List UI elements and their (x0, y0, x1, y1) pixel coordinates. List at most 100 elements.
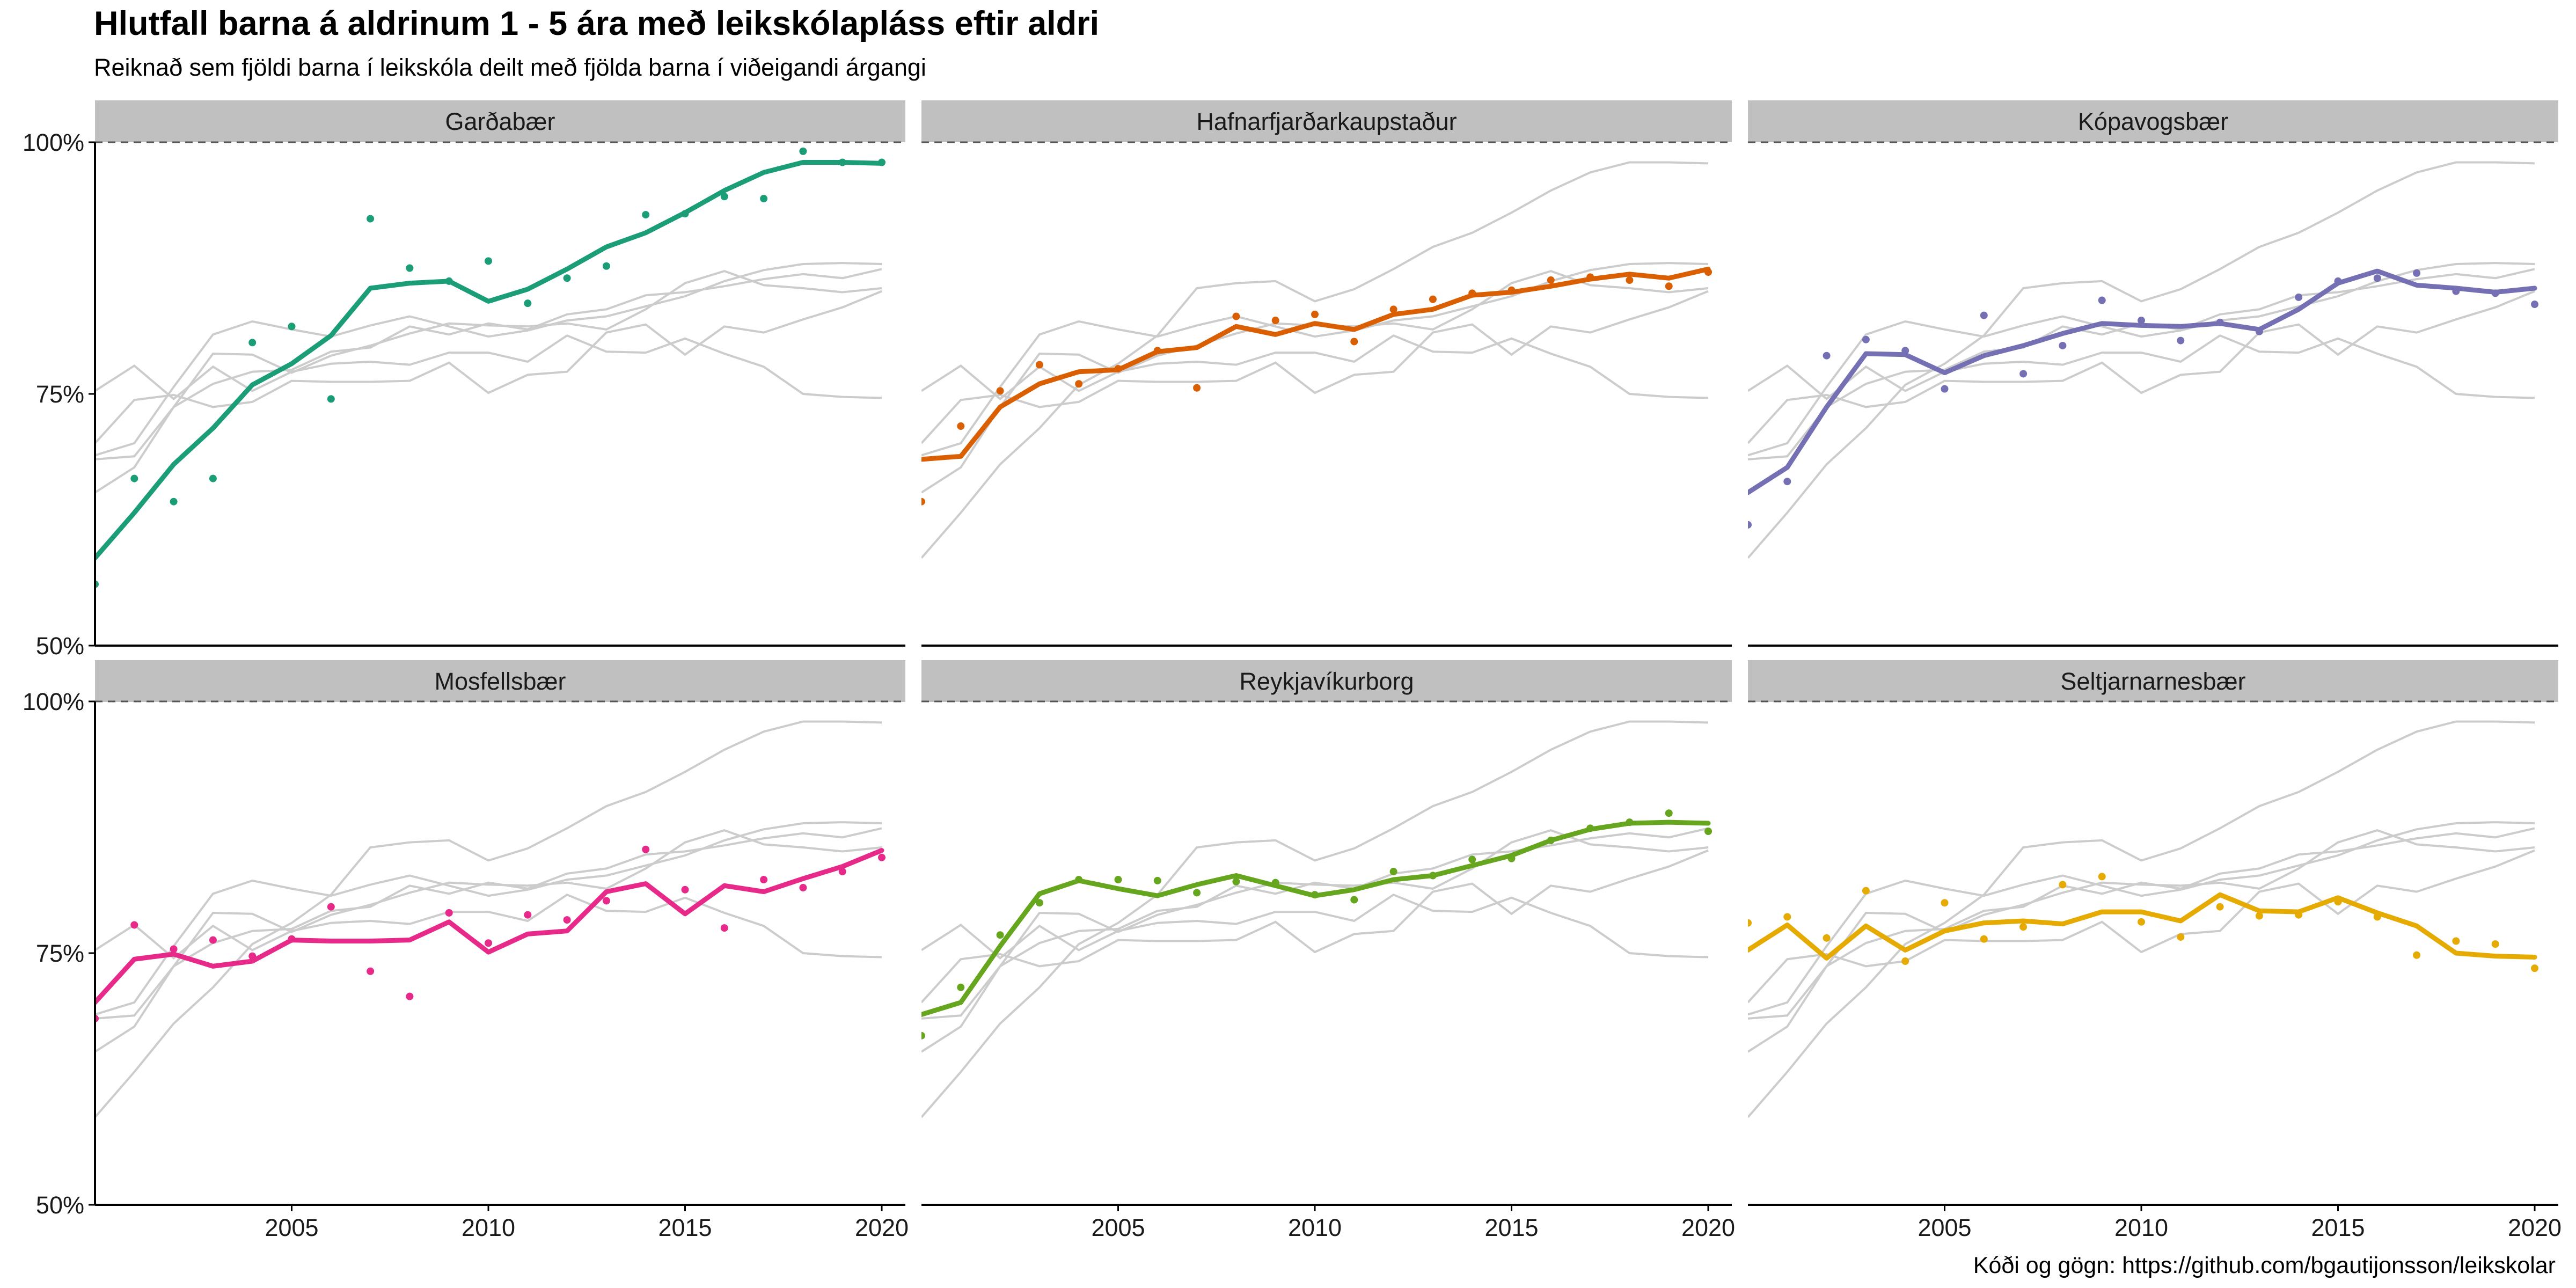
background-line-reykjavikurborg (1748, 821, 2535, 1016)
data-point (327, 903, 335, 911)
panel-plot-area (921, 161, 1713, 559)
series-line-mosfellsbaer (95, 848, 884, 1005)
data-point (1862, 335, 1870, 343)
series-line-kopavogsbaer (1748, 268, 2537, 495)
data-point (2531, 301, 2539, 309)
background-line-seltjarnarnesbaer (921, 334, 1709, 401)
data-point (130, 921, 138, 929)
data-point (681, 885, 689, 894)
data-point (406, 992, 414, 1000)
data-point (642, 845, 650, 853)
data-point (1665, 809, 1673, 817)
data-point (2059, 341, 2067, 349)
data-point (367, 967, 375, 975)
data-point (799, 884, 807, 892)
facet-strip (95, 100, 905, 142)
facet-label: Mosfellsbær (434, 668, 566, 695)
background-line-reykjavikurborg (95, 821, 882, 1016)
y-tick-label: 100% (23, 688, 84, 715)
panel-reykjavikurborg: Reykjavíkurborg 2005 2010 2015 2020 (921, 660, 1735, 1241)
data-point (1626, 276, 1634, 284)
data-point (2373, 274, 2381, 282)
data-point (2019, 923, 2028, 931)
panel-plot-area (921, 720, 1713, 1118)
facet-strip (921, 100, 1732, 142)
panel-seltjarnarnesbaer: Seltjarnarnesbær 2005 2010 2015 2020 (1748, 660, 2562, 1241)
data-point (957, 983, 965, 991)
x-tick-label: 2005 (1918, 1214, 1971, 1241)
data-point (406, 264, 414, 272)
background-line-kopavogsbaer (95, 269, 882, 494)
data-point (878, 853, 886, 861)
data-point (1389, 305, 1397, 313)
background-line-hafnarfjardarkaupstadur (921, 827, 1709, 1020)
data-point (996, 387, 1004, 395)
data-point (563, 916, 571, 924)
data-point (1350, 338, 1358, 346)
data-point (602, 897, 610, 905)
data-point (1862, 887, 1870, 895)
facet-strip (95, 660, 905, 702)
data-point (445, 909, 453, 917)
data-point (1114, 876, 1122, 884)
data-point (130, 474, 138, 482)
data-point (2255, 912, 2263, 920)
background-line-gardabaer (921, 161, 1709, 559)
data-point (2177, 336, 2185, 345)
background-line-gardabaer (1748, 720, 2535, 1118)
data-point (2098, 296, 2106, 304)
data-point (2491, 940, 2499, 948)
data-point (760, 195, 768, 203)
background-line-seltjarnarnesbaer (1748, 334, 2535, 401)
data-point (248, 339, 257, 347)
series-line-seltjarnarnesbaer (1748, 892, 2537, 961)
facet-strip (1748, 660, 2558, 702)
x-tick-label: 2010 (1288, 1214, 1342, 1241)
data-point (1941, 385, 1949, 393)
x-tick-label: 2015 (658, 1214, 712, 1241)
background-line-mosfellsbaer (921, 290, 1709, 444)
data-point (2531, 964, 2539, 972)
x-tick-label: 2020 (1681, 1214, 1735, 1241)
data-point (1823, 934, 1831, 942)
background-line-seltjarnarnesbaer (921, 893, 1709, 960)
data-point (563, 274, 571, 282)
data-point (2019, 370, 2028, 378)
data-point (1193, 384, 1201, 392)
background-line-mosfellsbaer (921, 849, 1709, 1004)
x-tick-label: 2005 (265, 1214, 318, 1241)
facet-label: Garðabær (445, 108, 555, 135)
data-point (2098, 873, 2106, 881)
series-line-hafnarfjardarkaupstadur (921, 266, 1711, 462)
background-line-reykjavikurborg (1748, 262, 2535, 457)
background-line-gardabaer (95, 720, 882, 1118)
facet-strip (1748, 100, 2558, 142)
data-point (209, 474, 217, 482)
panel-plot-area (95, 720, 886, 1118)
data-point (1665, 282, 1673, 290)
data-point (2413, 269, 2421, 277)
chart-caption: Kóði og gögn: https://github.com/bgautij… (1973, 1253, 2556, 1278)
panel-plot-area (1748, 161, 2539, 559)
data-point (524, 911, 532, 919)
data-point (1748, 521, 1752, 529)
series-line-reykjavikurborg (921, 819, 1711, 1017)
data-point (1980, 935, 1988, 943)
background-line-gardabaer (1748, 161, 2535, 559)
data-point (1941, 899, 1949, 907)
data-point (1901, 957, 1909, 965)
data-point (2138, 317, 2146, 325)
data-point (2177, 933, 2185, 941)
facet-label: Reykjavíkurborg (1239, 668, 1414, 695)
background-line-mosfellsbaer (1748, 849, 2535, 1004)
data-point (2216, 903, 2224, 911)
data-point (209, 936, 217, 944)
background-line-kopavogsbaer (1748, 829, 2535, 1053)
data-point (602, 262, 610, 270)
data-point (327, 395, 335, 403)
facet-label: Kópavogsbær (2078, 108, 2228, 135)
data-point (2295, 293, 2303, 301)
background-line-seltjarnarnesbaer (95, 334, 882, 401)
data-point (1783, 478, 1791, 486)
